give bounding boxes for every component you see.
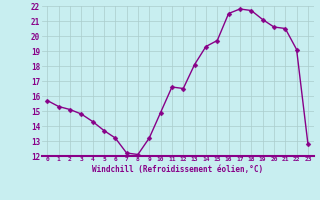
X-axis label: Windchill (Refroidissement éolien,°C): Windchill (Refroidissement éolien,°C) — [92, 165, 263, 174]
